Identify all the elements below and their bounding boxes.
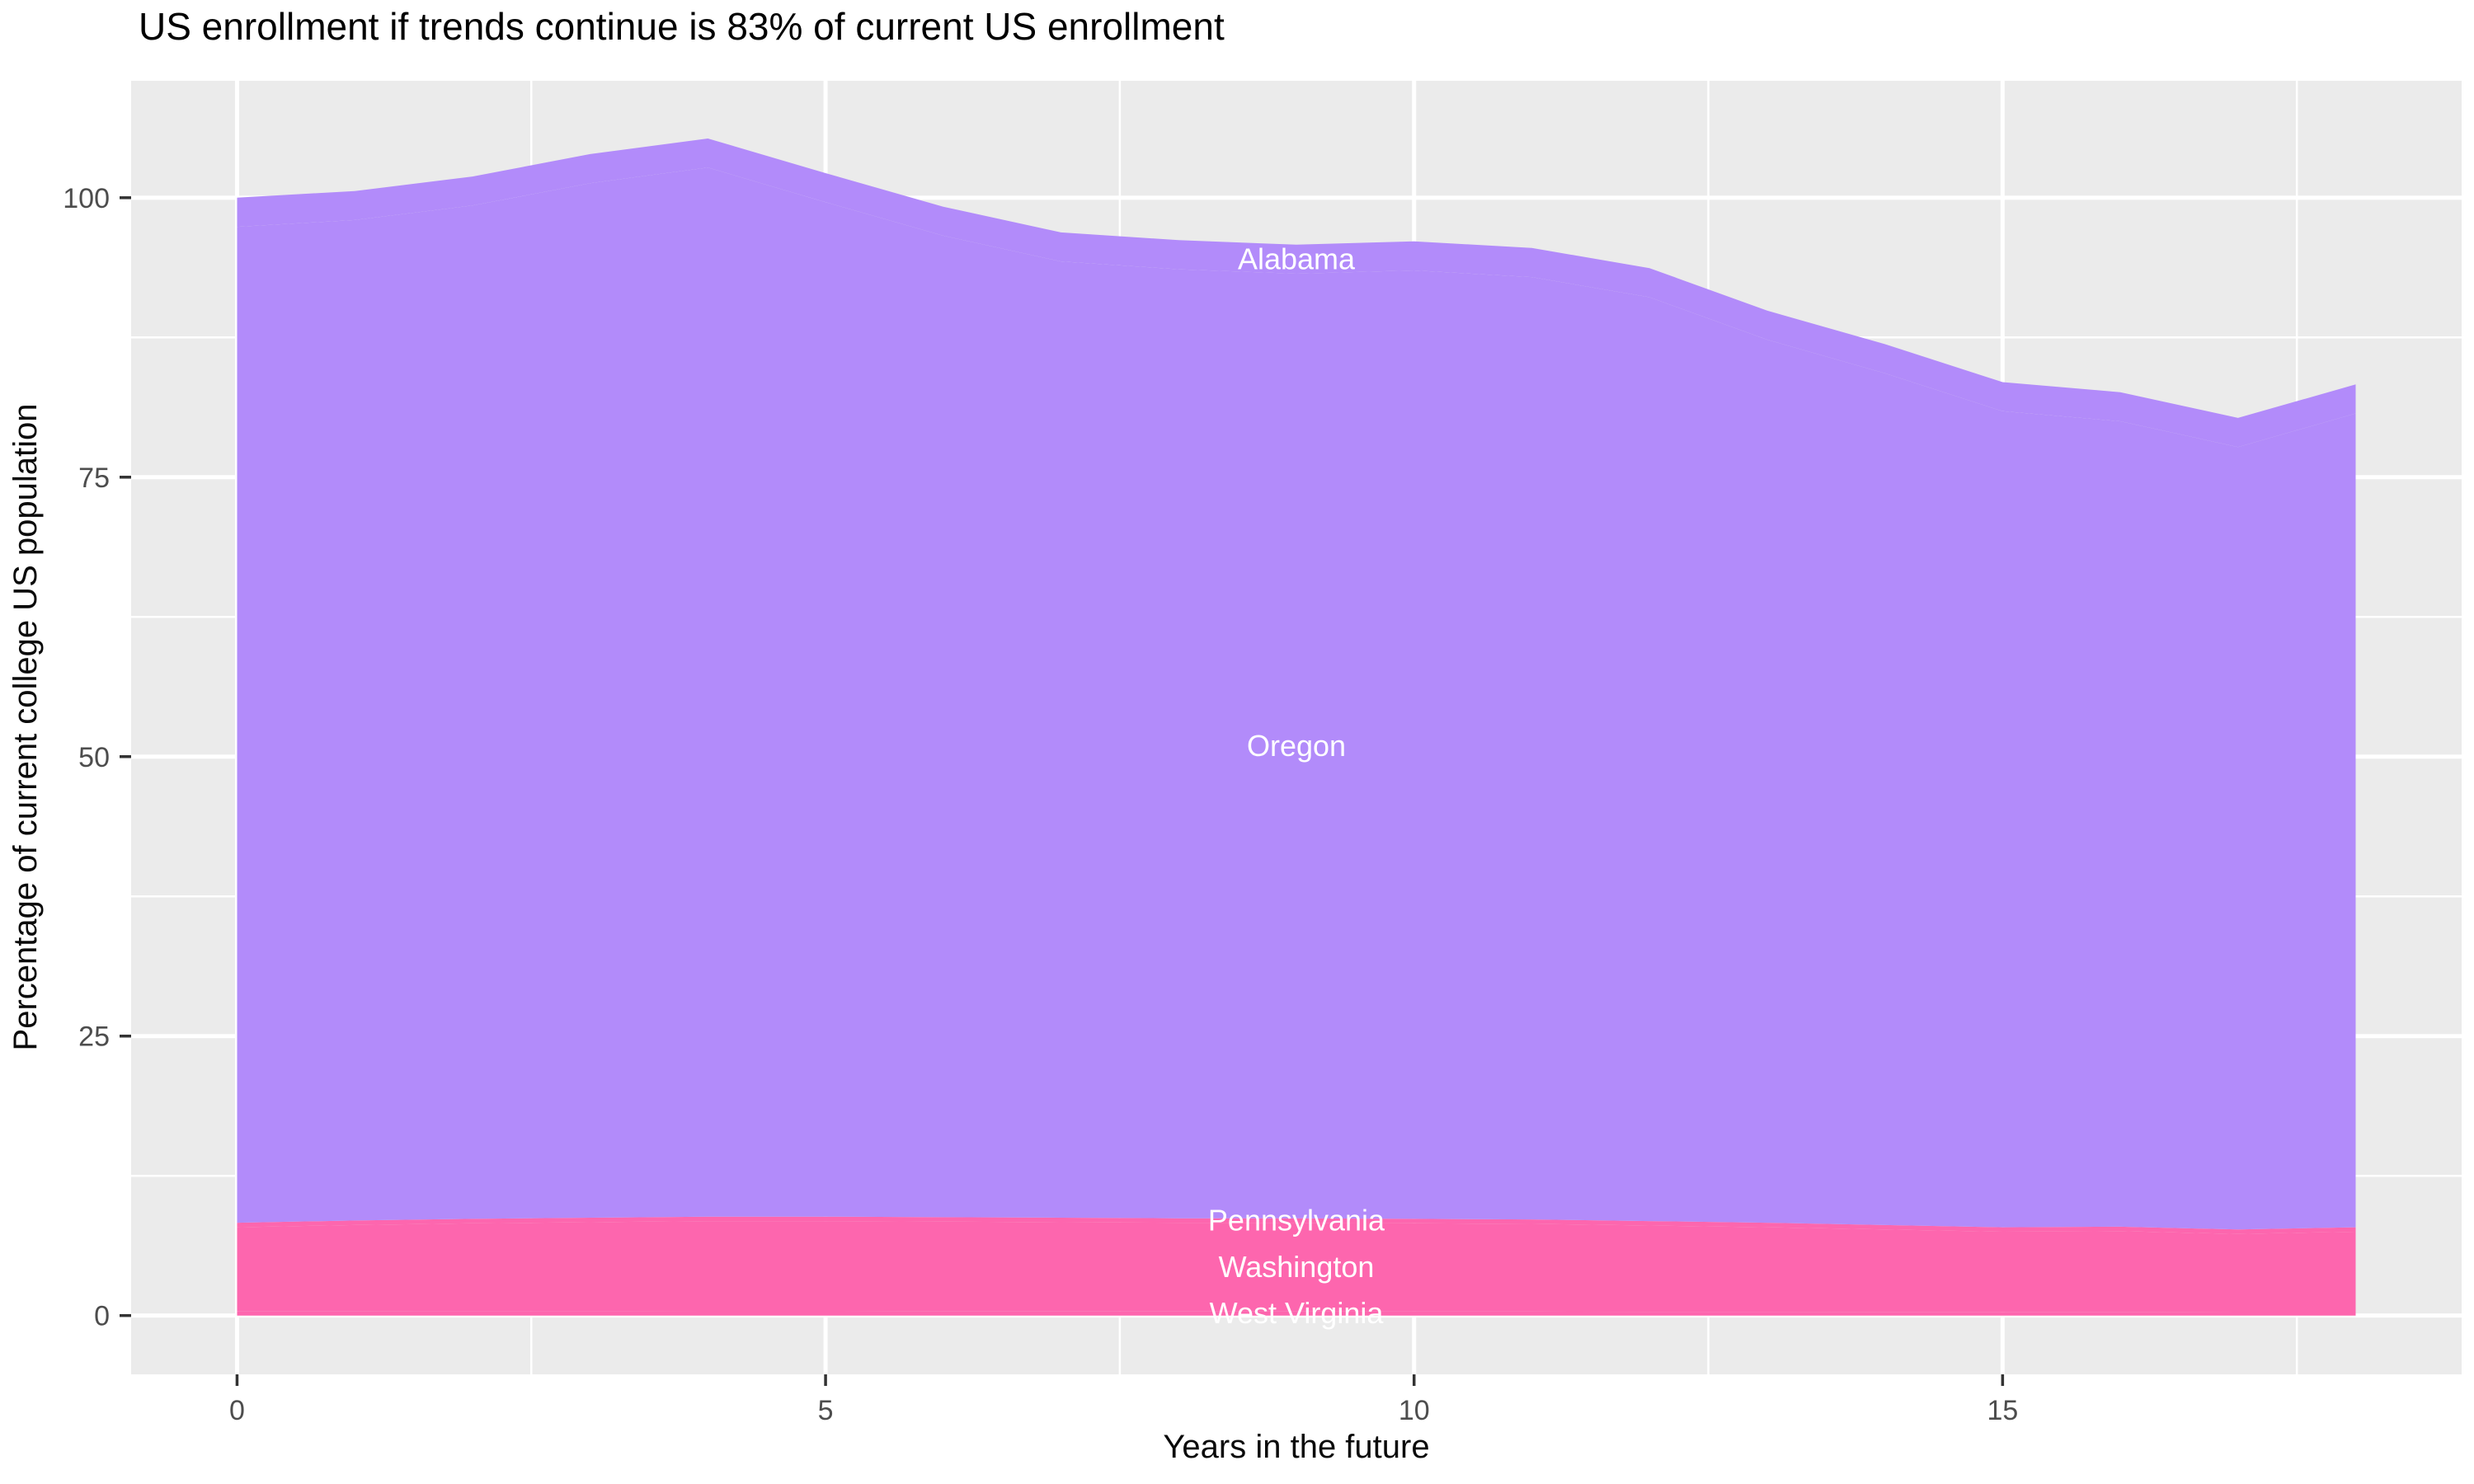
area-label-pennsylvania: Pennsylvania bbox=[1208, 1203, 1385, 1237]
y-axis-title: Percentage of current college US populat… bbox=[7, 404, 44, 1051]
x-tick-label: 0 bbox=[229, 1395, 245, 1426]
y-tick-label: 25 bbox=[78, 1021, 110, 1053]
area-west-virginia bbox=[237, 1311, 2356, 1316]
axis-tick-labels: 0 25 50 75 100 0 5 10 15 bbox=[63, 183, 2018, 1426]
area-series bbox=[237, 139, 2356, 1316]
x-axis-title: Years in the future bbox=[1163, 1429, 1429, 1465]
area-label-washington: Washington bbox=[1219, 1250, 1375, 1284]
y-tick-label: 75 bbox=[78, 463, 110, 494]
axis-ticks bbox=[120, 196, 2005, 1386]
area-label-oregon: Oregon bbox=[1247, 729, 1346, 763]
y-tick-label: 0 bbox=[94, 1301, 110, 1332]
area-alabama bbox=[237, 139, 2356, 448]
y-tick-label: 100 bbox=[63, 183, 110, 214]
x-tick-label: 15 bbox=[1987, 1395, 2018, 1426]
y-tick-label: 50 bbox=[78, 742, 110, 773]
area-label-west-virginia: West Virginia bbox=[1210, 1296, 1385, 1330]
area-pennsylvania bbox=[237, 1216, 2356, 1234]
chart-title: US enrollment if trends continue is 83% … bbox=[139, 5, 1225, 48]
area-label-alabama: Alabama bbox=[1238, 242, 1356, 275]
area-labels: West Virginia Washington Pennsylvania Orego… bbox=[1208, 242, 1385, 1330]
x-tick-label: 10 bbox=[1399, 1395, 1430, 1426]
x-tick-label: 5 bbox=[818, 1395, 834, 1426]
area-washington bbox=[237, 1221, 2356, 1313]
area-oregon bbox=[237, 167, 2356, 1230]
